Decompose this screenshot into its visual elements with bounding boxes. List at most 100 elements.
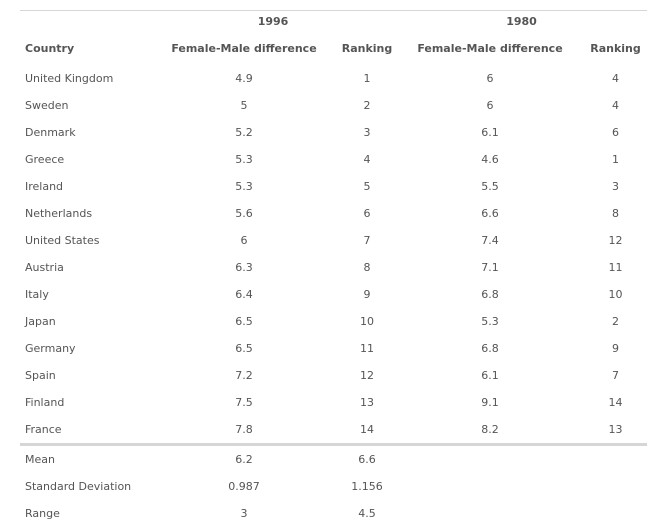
rank-1980-cell: 13	[584, 416, 647, 445]
diff-1996-cell: 5.6	[150, 200, 338, 227]
rank-1980-cell: 1	[584, 146, 647, 173]
diff-1980-header: Female-Male difference	[396, 31, 584, 65]
diff-1980-cell: 6	[396, 65, 584, 92]
rank-1980-cell: 7	[584, 362, 647, 389]
summary-value-1996-rank-col: 4.5	[338, 500, 396, 527]
column-header-row: Country Female-Male difference Ranking F…	[20, 31, 647, 65]
rank-1980-cell: 2	[584, 308, 647, 335]
country-cell: Greece	[20, 146, 150, 173]
rank-1980-cell: 9	[584, 335, 647, 362]
country-cell: Netherlands	[20, 200, 150, 227]
summary-value-1996-diff: 3	[150, 500, 338, 527]
diff-1980-cell: 6	[396, 92, 584, 119]
diff-1996-cell: 7.5	[150, 389, 338, 416]
diff-1996-cell: 7.2	[150, 362, 338, 389]
diff-1980-cell: 6.8	[396, 281, 584, 308]
rank-1996-cell: 2	[338, 92, 396, 119]
country-cell: Italy	[20, 281, 150, 308]
data-table: 1996 1980 Country Female-Male difference…	[20, 10, 647, 527]
diff-1980-cell: 6.1	[396, 119, 584, 146]
diff-1980-cell: 5.5	[396, 173, 584, 200]
rank-1996-cell: 9	[338, 281, 396, 308]
diff-1996-cell: 6.5	[150, 335, 338, 362]
rank-1980-cell: 14	[584, 389, 647, 416]
rank-1980-cell: 4	[584, 65, 647, 92]
diff-1980-cell: 6.6	[396, 200, 584, 227]
country-cell: Austria	[20, 254, 150, 281]
country-cell: Ireland	[20, 173, 150, 200]
rank-1996-header: Ranking	[338, 31, 396, 65]
country-cell: Japan	[20, 308, 150, 335]
diff-1996-header: Female-Male difference	[150, 31, 338, 65]
diff-1996-cell: 5.3	[150, 173, 338, 200]
rank-1980-cell: 10	[584, 281, 647, 308]
summary-value-1996-diff: 0.987	[150, 473, 338, 500]
country-cell: United States	[20, 227, 150, 254]
summary-empty	[396, 473, 584, 500]
diff-1980-cell: 7.4	[396, 227, 584, 254]
rank-1996-cell: 10	[338, 308, 396, 335]
country-cell: Germany	[20, 335, 150, 362]
country-cell: Spain	[20, 362, 150, 389]
country-cell: Sweden	[20, 92, 150, 119]
diff-1996-cell: 7.8	[150, 416, 338, 445]
diff-1996-cell: 5	[150, 92, 338, 119]
rank-1996-cell: 8	[338, 254, 396, 281]
diff-1980-cell: 9.1	[396, 389, 584, 416]
diff-1996-cell: 6.5	[150, 308, 338, 335]
rank-1996-cell: 5	[338, 173, 396, 200]
year-header-row: 1996 1980	[20, 11, 647, 31]
rank-1996-cell: 6	[338, 200, 396, 227]
summary-label: Standard Deviation	[20, 473, 150, 500]
diff-1996-cell: 6.3	[150, 254, 338, 281]
summary-empty	[396, 446, 584, 473]
country-header: Country	[20, 31, 150, 65]
diff-1980-cell: 5.3	[396, 308, 584, 335]
rank-1980-cell: 6	[584, 119, 647, 146]
summary-label: Mean	[20, 446, 150, 473]
diff-1980-cell: 6.1	[396, 362, 584, 389]
country-cell: United Kingdom	[20, 65, 150, 92]
rank-1980-cell: 8	[584, 200, 647, 227]
diff-1996-cell: 4.9	[150, 65, 338, 92]
summary-empty	[396, 500, 584, 527]
rank-1980-cell: 11	[584, 254, 647, 281]
summary-empty	[584, 473, 647, 500]
diff-1996-cell: 5.3	[150, 146, 338, 173]
rank-1996-cell: 12	[338, 362, 396, 389]
rank-1980-cell: 12	[584, 227, 647, 254]
country-cell: France	[20, 416, 150, 445]
summary-empty	[584, 500, 647, 527]
year-1980-header: 1980	[396, 11, 647, 31]
table-body: 1996 1980 Country Female-Male difference…	[20, 11, 647, 527]
rank-1996-cell: 4	[338, 146, 396, 173]
summary-value-1996-diff: 6.2	[150, 446, 338, 473]
diff-1980-cell: 6.8	[396, 335, 584, 362]
summary-value-1996-rank-col: 6.6	[338, 446, 396, 473]
diff-1996-cell: 5.2	[150, 119, 338, 146]
diff-1980-cell: 7.1	[396, 254, 584, 281]
country-cell: Finland	[20, 389, 150, 416]
rank-1996-cell: 3	[338, 119, 396, 146]
rank-1996-cell: 7	[338, 227, 396, 254]
rank-1980-cell: 4	[584, 92, 647, 119]
rank-1996-cell: 14	[338, 416, 396, 445]
diff-1980-cell: 8.2	[396, 416, 584, 445]
diff-1996-cell: 6	[150, 227, 338, 254]
